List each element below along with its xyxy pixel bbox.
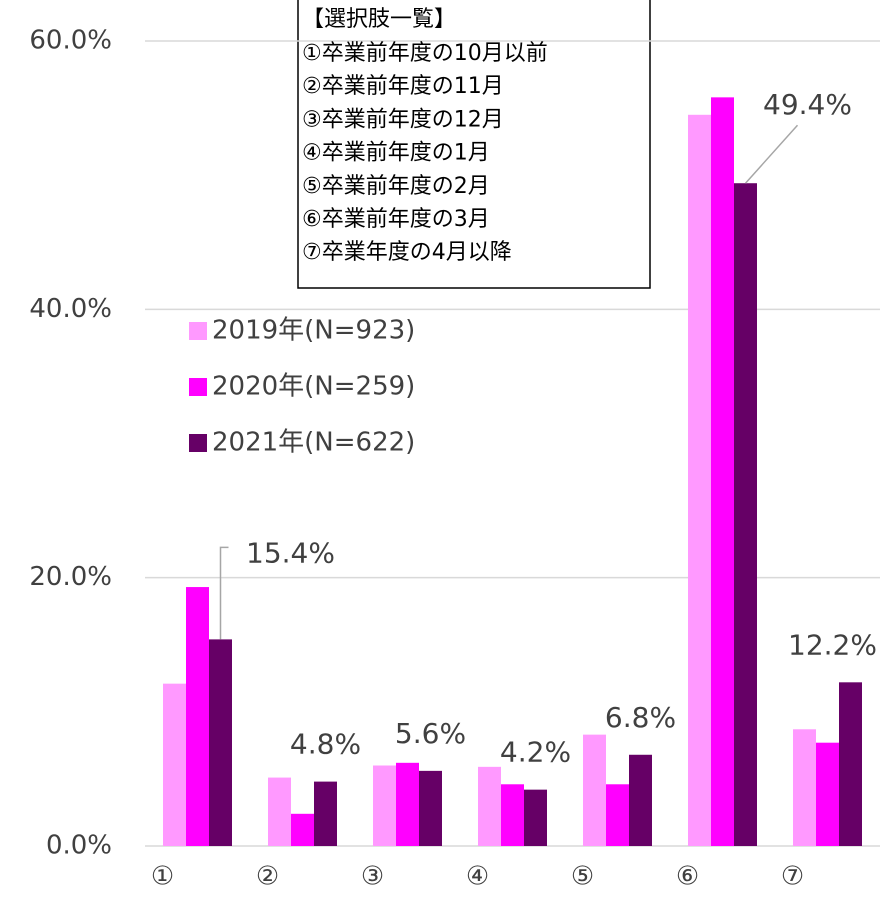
- bar: [291, 813, 314, 846]
- annotation-line: ⑦卒業年度の4月以降: [302, 240, 512, 265]
- bar: [314, 781, 337, 846]
- bar: [478, 766, 501, 846]
- bar: [209, 639, 232, 846]
- value-label: 15.4%: [246, 536, 335, 569]
- x-tick-label: ⑥: [676, 862, 699, 892]
- annotation-line: ⑥卒業前年度の3月: [302, 207, 490, 232]
- legend-label: 2019年(N=923): [212, 316, 415, 346]
- bar: [583, 734, 606, 846]
- x-tick-label: ⑤: [571, 862, 594, 892]
- value-label: 5.6%: [395, 717, 466, 750]
- bar: [734, 183, 757, 846]
- y-tick-label: 20.0%: [29, 562, 112, 592]
- y-tick-label: 40.0%: [29, 294, 112, 324]
- x-tick-label: ③: [361, 862, 384, 892]
- annotation-line: ⑤卒業前年度の2月: [302, 174, 490, 199]
- bar: [629, 754, 652, 846]
- annotation-title: 【選択肢一覧】: [302, 7, 456, 32]
- annotation-line: ②卒業前年度の11月: [302, 74, 504, 99]
- annotation-line: ①卒業前年度の10月以前: [302, 41, 548, 66]
- bar: [373, 765, 396, 846]
- bar: [688, 114, 711, 846]
- x-tick-label: ①: [151, 862, 174, 892]
- bar: [793, 729, 816, 846]
- x-tick-label: ②: [256, 862, 279, 892]
- legend-swatch: [189, 322, 207, 340]
- value-label: 4.2%: [500, 736, 571, 769]
- value-label: 4.8%: [290, 728, 361, 761]
- x-tick-label: ④: [466, 862, 489, 892]
- x-tick-label: ⑦: [781, 862, 804, 892]
- value-label: 6.8%: [605, 701, 676, 734]
- bar: [163, 683, 186, 846]
- legend-swatch: [189, 378, 207, 396]
- y-tick-label: 0.0%: [46, 831, 112, 861]
- leader-line: [744, 124, 799, 184]
- bar: [268, 777, 291, 846]
- bar: [501, 784, 524, 846]
- leader-line: [219, 546, 229, 640]
- legend-label: 2020年(N=259): [212, 372, 415, 402]
- value-label: 49.4%: [763, 88, 852, 121]
- bar: [816, 742, 839, 846]
- bar: [839, 682, 862, 846]
- value-label: 12.2%: [788, 628, 877, 661]
- annotation-line: ③卒業前年度の12月: [302, 107, 504, 132]
- annotation-box: [297, 0, 651, 289]
- bar: [524, 789, 547, 846]
- bar: [396, 762, 419, 846]
- bar: [419, 770, 442, 846]
- y-tick-label: 60.0%: [29, 26, 112, 56]
- legend-swatch: [189, 434, 207, 452]
- legend-label: 2021年(N=622): [212, 428, 415, 458]
- annotation-line: ④卒業前年度の1月: [302, 141, 490, 166]
- bar: [711, 97, 734, 847]
- bar: [606, 784, 629, 846]
- bar: [186, 587, 209, 846]
